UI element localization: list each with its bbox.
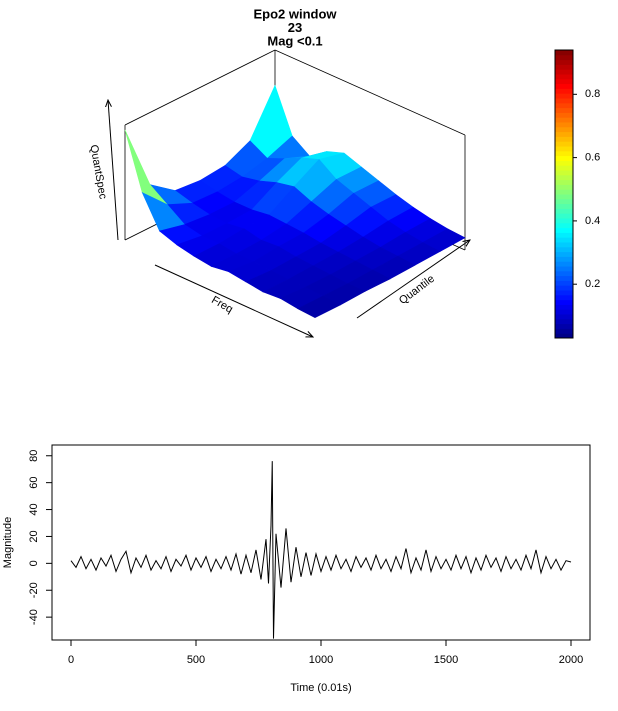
colorbar-step (555, 251, 573, 257)
colorbar-step (555, 112, 573, 118)
plot-frame (51, 444, 591, 641)
colorbar-step (555, 150, 573, 157)
colorbar-tick-label: 0.6 (585, 152, 600, 164)
colorbar-step (555, 266, 573, 272)
colorbar-tick-label: 0.8 (585, 88, 600, 100)
y-tick-label: 0 (28, 560, 40, 566)
colorbar-step (555, 88, 573, 94)
colorbar-step (555, 155, 573, 161)
colorbar-step (555, 299, 573, 305)
x-tick-label: 1500 (434, 654, 458, 666)
colorbar-step (555, 294, 573, 301)
colorbar-step (555, 323, 573, 329)
colorbar-step (555, 107, 573, 113)
x-tick-label: 0 (68, 654, 74, 666)
colorbar-step (555, 270, 573, 277)
line-series (70, 461, 572, 639)
colorbar-step (555, 170, 573, 176)
y-tick-label: 60 (28, 477, 40, 489)
z-axis-label: QuantSpec (87, 144, 108, 201)
colorbar-step (555, 218, 573, 224)
colorbar-step (555, 102, 573, 109)
colorbar-step (555, 222, 573, 229)
colorbar-step (555, 160, 573, 166)
colorbar-step (555, 242, 573, 248)
colorbar-step (555, 261, 573, 267)
colorbar-step (555, 208, 573, 214)
colorbar-step (555, 189, 573, 195)
colorbar-step (555, 309, 573, 315)
colorbar-step (555, 304, 573, 310)
colorbar-step (555, 328, 573, 334)
y-axis-label: Magnitude (2, 517, 14, 568)
axis-arrow (154, 264, 313, 337)
box-edge (124, 49, 276, 126)
colorbar-step (555, 256, 573, 262)
axis-arrow (356, 240, 470, 319)
y-tick-label: -40 (28, 609, 40, 625)
colorbar-step (555, 179, 573, 185)
x-tick-label: 1000 (309, 654, 333, 666)
colorbar-step (555, 246, 573, 253)
colorbar-step (555, 285, 573, 291)
colorbar-step (555, 237, 573, 243)
colorbar-step (555, 184, 573, 190)
colorbar-step (555, 333, 573, 339)
colorbar-step (555, 78, 573, 85)
colorbar-tick-label: 0.4 (585, 215, 600, 227)
title-line: Mag <0.1 (267, 33, 322, 48)
colorbar-step (555, 136, 573, 142)
colorbar-step (555, 141, 573, 147)
x-tick-label: 500 (187, 654, 205, 666)
colorbar-step (555, 318, 573, 325)
colorbar-step (555, 83, 573, 89)
colorbar-step (555, 59, 573, 65)
x-axis-label: Time (0.01s) (290, 682, 351, 694)
colorbar-step (555, 203, 573, 209)
colorbar-step (555, 280, 573, 286)
y-tick-label: 80 (28, 450, 40, 462)
colorbar-step (555, 122, 573, 128)
y-tick-label: 20 (28, 530, 40, 542)
title-line: 23 (288, 20, 302, 35)
colorbar-step (555, 174, 573, 181)
colorbar-step (555, 131, 573, 137)
colorbar-step (555, 117, 573, 123)
colorbar-tick-label: 0.2 (585, 278, 600, 290)
colorbar-step (555, 146, 573, 152)
x-tick-label: 2000 (559, 654, 583, 666)
colorbar-step (555, 227, 573, 233)
colorbar-step (555, 290, 573, 296)
axis-arrow (108, 100, 119, 241)
colorbar-step (555, 165, 573, 171)
colorbar-step (555, 98, 573, 104)
colorbar-step (555, 54, 573, 61)
y-tick-label: -20 (28, 582, 40, 598)
colorbar-step (555, 232, 573, 238)
box-edge (274, 49, 466, 136)
surface-cell (297, 295, 341, 318)
colorbar-step (555, 93, 573, 99)
colorbar-step (555, 126, 573, 133)
title-line: Epo2 window (253, 6, 337, 21)
colorbar-step (555, 213, 573, 219)
y-tick-label: 40 (28, 503, 40, 515)
colorbar-step (555, 275, 573, 281)
colorbar-step (555, 314, 573, 320)
colorbar-step (555, 198, 573, 205)
colorbar-step (555, 69, 573, 75)
x-axis-label: Freq (209, 294, 235, 316)
colorbar-step (555, 194, 573, 200)
y-axis-label: Quantile (397, 273, 437, 307)
colorbar-step (555, 74, 573, 80)
colorbar-frame (554, 49, 574, 339)
colorbar-step (555, 64, 573, 70)
colorbar-step (555, 50, 573, 56)
